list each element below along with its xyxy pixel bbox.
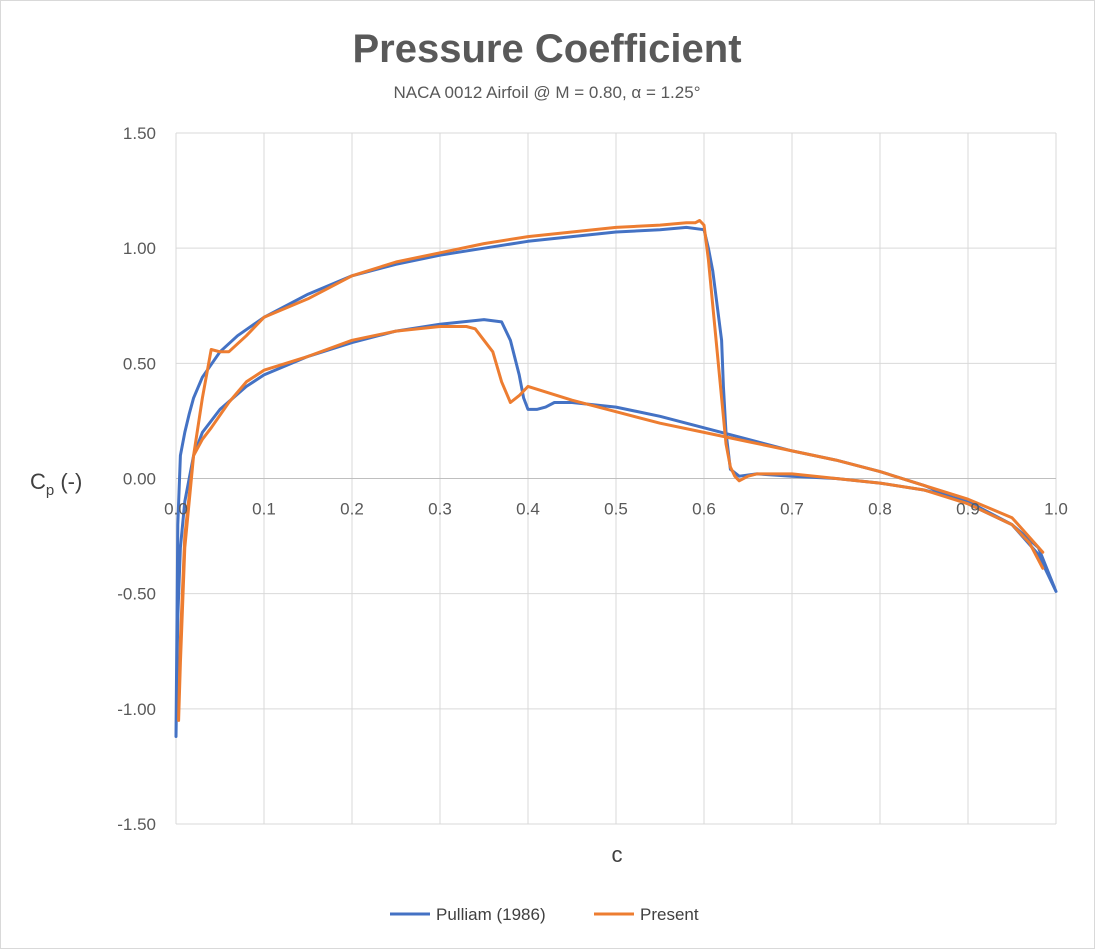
x-tick-label: 0.3 [428, 500, 452, 519]
x-axis-title: c [612, 842, 623, 867]
chart-title: Pressure Coefficient [352, 27, 741, 71]
y-axis-title: Cp (-) [30, 469, 82, 499]
x-tick-label: 0.9 [956, 500, 980, 519]
legend-label-pulliam: Pulliam (1986) [436, 905, 546, 924]
chart-subtitle: NACA 0012 Airfoil @ M = 0.80, α = 1.25° [394, 83, 701, 102]
y-axis-title-main: C [30, 469, 46, 494]
y-tick-label: 1.50 [123, 124, 156, 143]
x-tick-label: 0.2 [340, 500, 364, 519]
x-tick-label: 0.0 [164, 500, 188, 519]
series-line-1 [177, 219, 1045, 722]
y-tick-label: 1.00 [123, 239, 156, 258]
y-tick-label: -0.50 [117, 585, 156, 604]
y-axis-title-tail: (-) [54, 469, 82, 494]
y-axis-title-subscript: p [46, 482, 54, 499]
x-tick-label: 0.5 [604, 500, 628, 519]
x-tick-label: 0.1 [252, 500, 276, 519]
x-tick-label: 0.8 [868, 500, 892, 519]
x-tick-labels: 0.0 0.1 0.2 0.3 0.4 0.5 0.6 0.7 0.8 0.9 1.0 [164, 500, 1068, 519]
y-tick-labels: 1.50 1.00 0.50 0.00 -0.50 -1.00 -1.50 [117, 124, 156, 834]
grid [175, 132, 1057, 825]
y-tick-label: -1.00 [117, 700, 156, 719]
series-layer [174, 219, 1058, 738]
y-tick-label: 0.50 [123, 354, 156, 373]
y-tick-label: -1.50 [117, 815, 156, 834]
x-tick-label: 0.7 [780, 500, 804, 519]
x-tick-label: 1.0 [1044, 500, 1068, 519]
y-tick-label: 0.00 [123, 470, 156, 489]
x-tick-label: 0.6 [692, 500, 716, 519]
x-tick-label: 0.4 [516, 500, 540, 519]
legend: Pulliam (1986) Present [390, 905, 699, 924]
legend-label-present: Present [640, 905, 699, 924]
